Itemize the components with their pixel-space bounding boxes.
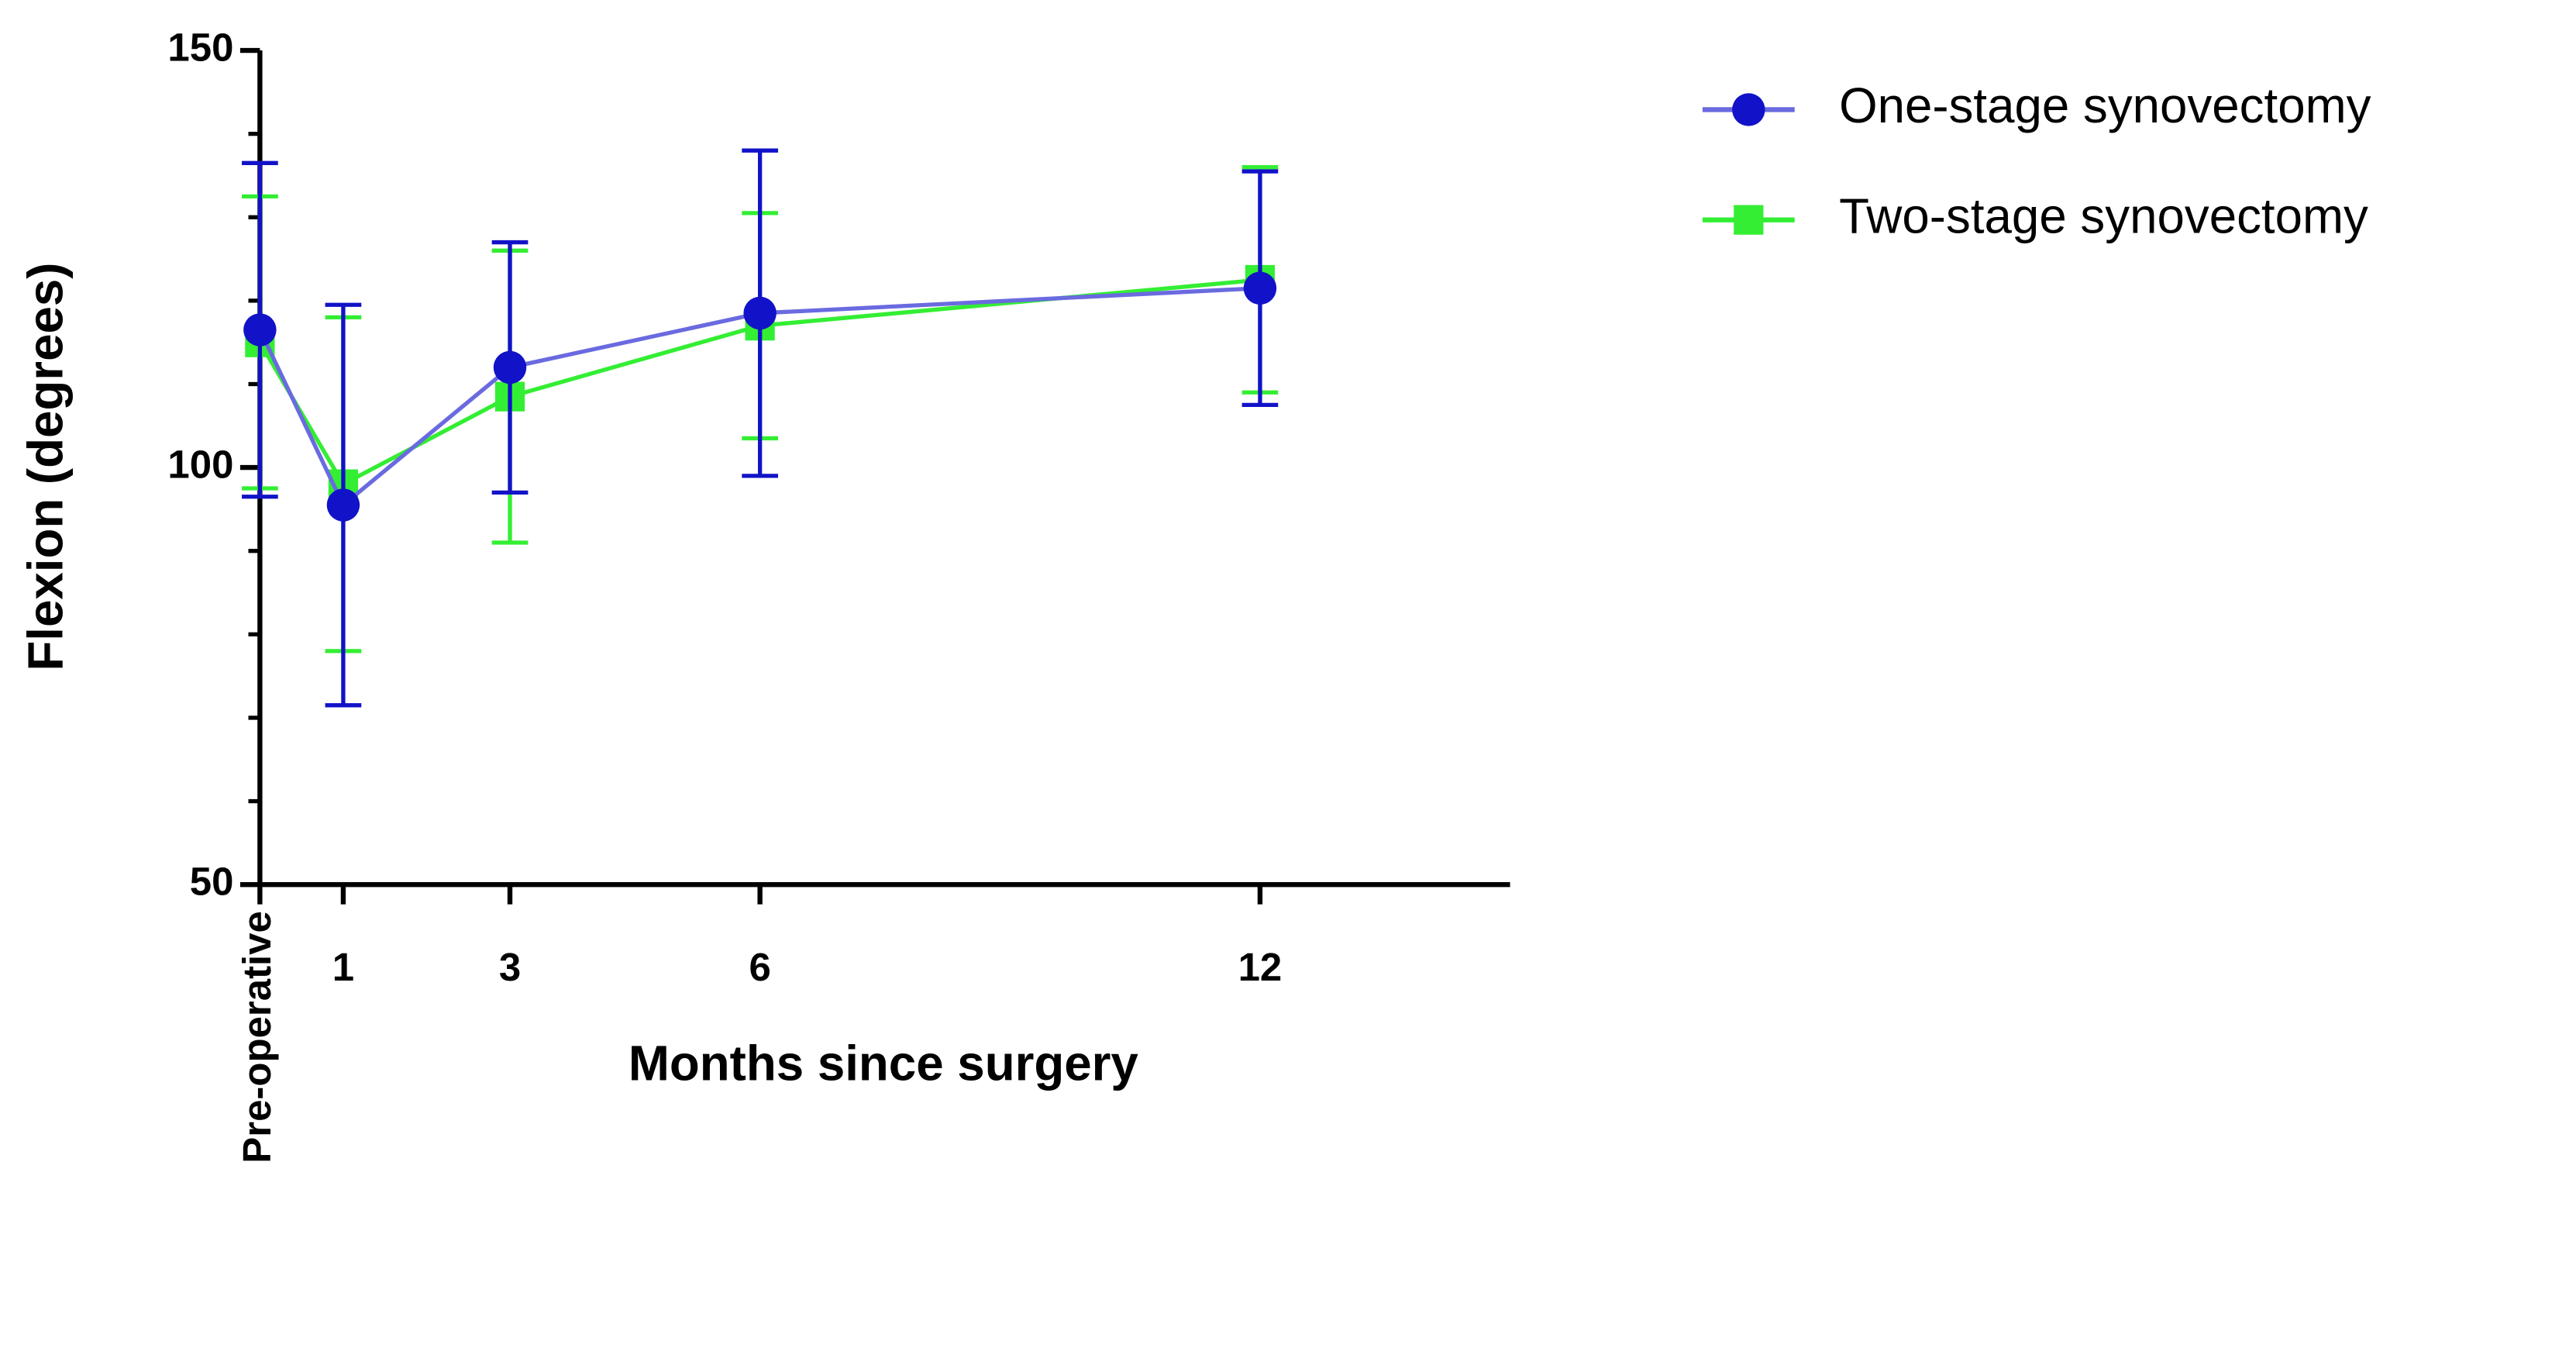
x-tick-label: 3 xyxy=(499,945,521,989)
x-tick-label: 1 xyxy=(332,945,354,989)
legend-label: One-stage synovectomy xyxy=(1839,78,2371,133)
legend-marker xyxy=(1732,93,1765,126)
legend-marker xyxy=(1734,205,1764,235)
data-point xyxy=(326,488,360,522)
x-tick-label: 12 xyxy=(1238,945,1283,989)
data-point xyxy=(1243,271,1277,305)
y-tick-label: 50 xyxy=(190,860,234,904)
legend-label: Two-stage synovectomy xyxy=(1839,188,2368,243)
x-tick-label: Pre-operative xyxy=(235,911,279,1164)
y-tick-label: 100 xyxy=(167,443,233,487)
y-tick-label: 150 xyxy=(167,25,233,69)
x-axis-title: Months since surgery xyxy=(629,1036,1139,1091)
data-point xyxy=(243,313,277,346)
data-point xyxy=(743,296,777,330)
data-point xyxy=(493,350,527,384)
y-axis-title: Flexion (degrees) xyxy=(18,263,73,671)
x-tick-label: 6 xyxy=(749,945,770,989)
